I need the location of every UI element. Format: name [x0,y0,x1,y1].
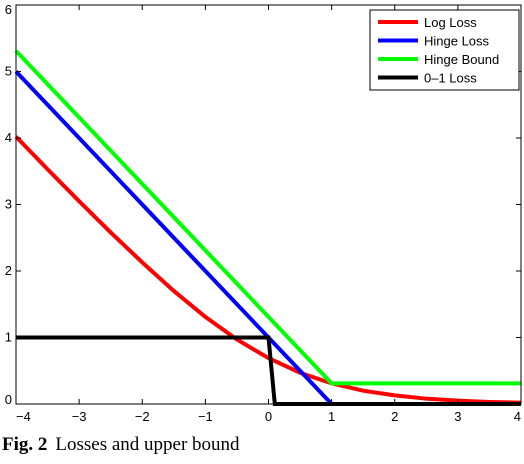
x-tick-label: −2 [135,409,150,424]
x-tick-label: 3 [454,409,461,424]
series-line-2 [14,49,521,386]
x-tick-label: −1 [198,409,213,424]
figure-caption: Fig. 2 Losses and upper bound [2,434,240,456]
y-tick-label: 3 [5,197,12,212]
legend-label-1: Hinge Loss [424,34,490,49]
series-line-0 [14,135,522,405]
x-tick-label: 0 [265,409,272,424]
y-tick-label: 0 [5,392,12,407]
y-tick-label: 4 [5,130,12,145]
series-line-3 [16,335,521,406]
legend: Log Loss Hinge Loss Hinge Bound 0–1 Loss [369,9,520,91]
ticks-layer: −4 −3 −2 −1 0 1 2 3 4 0 1 2 3 4 5 6 [5,2,522,424]
legend-label-3: 0–1 Loss [424,71,477,86]
y-tick-label: 6 [5,2,12,17]
x-tick-label: 1 [328,409,335,424]
y-tick-label: 5 [5,64,12,79]
legend-label-2: Hinge Bound [424,52,499,67]
x-tick-label: 2 [391,409,398,424]
series-layer [14,49,522,406]
x-tick-label: −3 [72,409,87,424]
y-tick-label: 2 [5,263,12,278]
x-tick-label: 4 [514,409,521,424]
y-tick-label: 1 [5,330,12,345]
legend-label-0: Log Loss [424,15,477,30]
caption-text: Losses and upper bound [55,434,240,455]
x-tick-label: −4 [16,409,31,424]
caption-prefix: Fig. 2 [2,434,48,455]
